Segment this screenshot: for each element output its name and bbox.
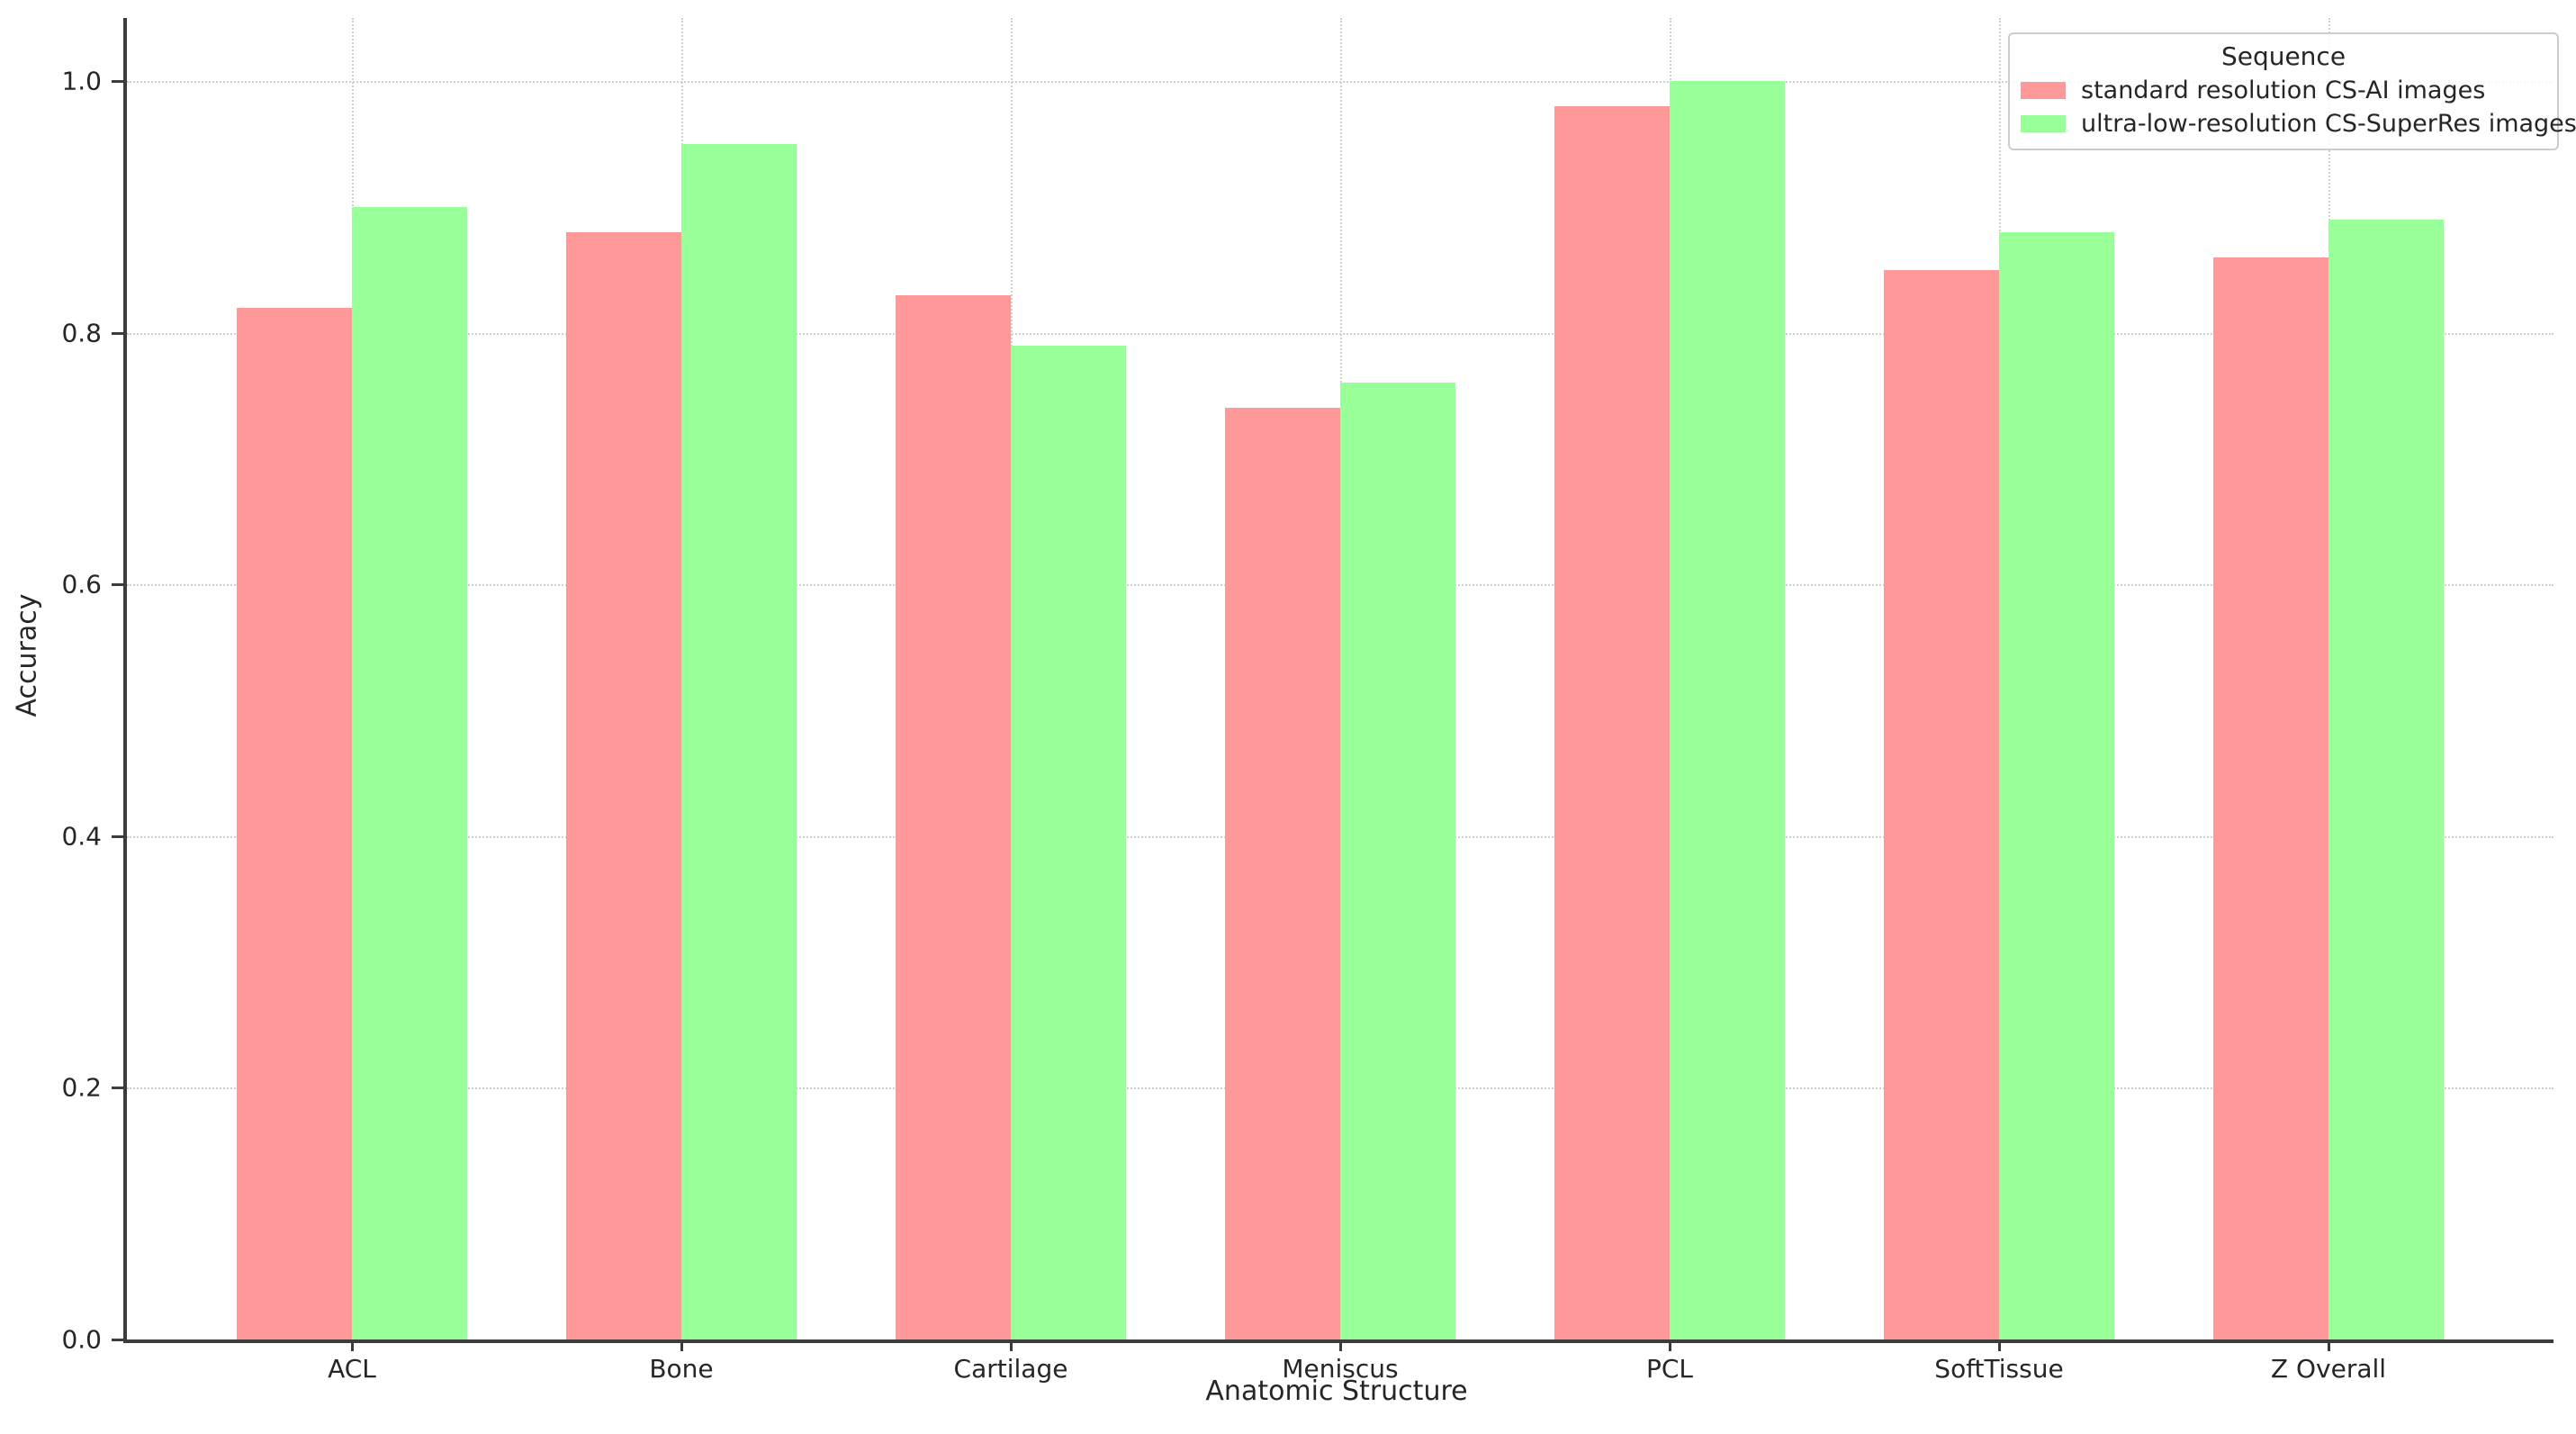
bar-standard-ACL: [237, 307, 352, 1339]
bar-ultra-low-resolution-ACL: [352, 206, 467, 1339]
x-tick-label: SoftTissue: [1934, 1354, 2064, 1384]
x-tick-mark: [2328, 1339, 2330, 1351]
y-tick-label: 0.2: [61, 1072, 102, 1103]
x-axis-label: Anatomic Structure: [1205, 1375, 1468, 1407]
x-tick-mark: [1339, 1339, 1342, 1351]
bar-ultra-low-resolution-Bone: [681, 143, 797, 1339]
bar-standard-Cartilage: [896, 294, 1011, 1339]
y-tick-label: 1.0: [61, 66, 102, 96]
bar-ultra-low-resolution-Cartilage: [1011, 345, 1126, 1339]
legend-swatch: [2021, 115, 2066, 132]
legend-title: Sequence: [2220, 41, 2346, 71]
legend-items: standard resolution CS-AI images ultra-lo…: [2021, 77, 2576, 138]
bar-standard-Bone: [566, 231, 681, 1339]
y-tick-mark: [112, 331, 123, 335]
y-axis-label: Accuracy: [11, 593, 43, 717]
x-tick-mark: [1010, 1339, 1013, 1351]
y-tick-mark: [112, 79, 123, 83]
bar-standard-Z Overall: [2213, 257, 2328, 1339]
x-tick-label: ACL: [328, 1354, 376, 1384]
legend-item: standard resolution CS-AI images: [2021, 77, 2546, 104]
y-tick-label: 0.0: [61, 1324, 102, 1355]
x-tick-label: Meniscus: [1282, 1354, 1399, 1384]
legend: Sequence standard resolution CS-AI image…: [2008, 32, 2576, 150]
legend-label: standard resolution CS-AI images: [2081, 77, 2486, 104]
legend-item: ultra-low-resolution CS-SuperRes images: [2021, 110, 2576, 138]
bar-standard-Meniscus: [1225, 408, 1340, 1339]
x-tick-mark: [1998, 1339, 2001, 1351]
bar-standard-SoftTissue: [1884, 269, 1999, 1339]
bar-ultra-low-resolution-PCL: [1670, 80, 1785, 1339]
x-tick-label: Z Overall: [2270, 1354, 2387, 1384]
y-tick-label: 0.6: [61, 569, 102, 600]
bar-standard-PCL: [1554, 105, 1670, 1339]
bar-ultra-low-resolution-Z Overall: [2328, 219, 2444, 1339]
y-tick-mark: [112, 1087, 123, 1090]
x-tick-mark: [680, 1339, 683, 1351]
x-tick-label: Cartilage: [953, 1354, 1068, 1384]
y-tick-mark: [112, 1339, 123, 1341]
plot-area: Sequence standard resolution CS-AI image…: [61, 18, 2576, 1384]
bar-ultra-low-resolution-SoftTissue: [1999, 231, 2114, 1339]
x-tick-label: PCL: [1645, 1354, 1694, 1384]
y-tick-mark: [112, 583, 123, 587]
x-tick-label: Bone: [649, 1354, 714, 1384]
legend-label: ultra-low-resolution CS-SuperRes images: [2081, 110, 2576, 138]
x-tick-mark: [351, 1339, 354, 1351]
bar-ultra-low-resolution-Meniscus: [1340, 383, 1455, 1339]
y-tick-label: 0.4: [61, 821, 102, 852]
x-tick-mark: [1669, 1339, 1671, 1351]
y-tick-label: 0.8: [61, 318, 102, 348]
legend-swatch: [2021, 82, 2066, 99]
y-tick-mark: [112, 834, 123, 838]
